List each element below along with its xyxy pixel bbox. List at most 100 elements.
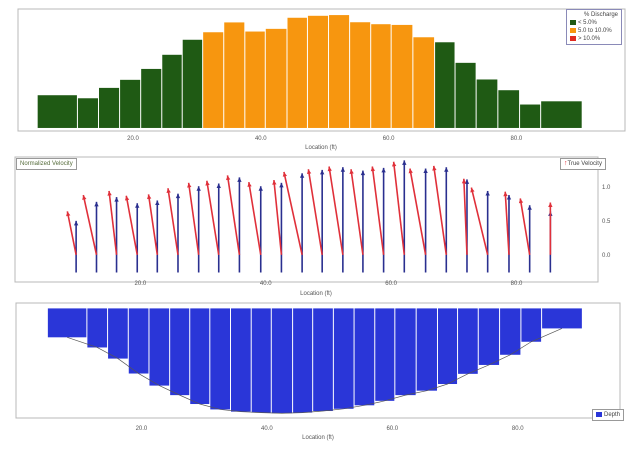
normalized-velocity-arrow	[155, 200, 160, 273]
discharge-bar	[37, 95, 77, 128]
depth-bar	[437, 308, 458, 385]
y-tick-label: 1.0	[602, 185, 611, 191]
true-velocity-arrow-head	[282, 171, 288, 177]
normalized-velocity-arrow	[506, 195, 512, 273]
true-velocity-arrow-shaft	[125, 195, 139, 255]
true-velocity-arrow-shaft	[307, 169, 323, 255]
x-tick-label: 60.0	[383, 136, 395, 142]
discharge-bar	[371, 24, 391, 128]
depth-bar	[210, 308, 231, 410]
discharge-bar	[476, 79, 498, 128]
normalized-velocity-arrow	[279, 182, 284, 273]
velocity-arrows	[66, 160, 553, 273]
depth-bar	[521, 308, 542, 342]
legend-swatch-green	[570, 19, 576, 25]
x-tick-label: 80.0	[511, 136, 523, 142]
normalized-velocity-arrow	[340, 167, 346, 273]
true-velocity-arrow-head	[518, 198, 524, 204]
normalized-velocity-arrow	[216, 183, 221, 273]
discharge-bar	[203, 32, 224, 128]
discharge-bar	[307, 15, 329, 128]
depth-bars	[47, 308, 582, 414]
legend-label: > 10.0%	[578, 36, 601, 42]
y-tick-label: 0.0	[602, 253, 611, 259]
depth-bar	[251, 308, 271, 413]
true-velocity-arrow-shaft	[82, 194, 98, 255]
normalized-velocity-arrow-head	[155, 200, 160, 205]
true-velocity-arrow-head	[205, 180, 210, 186]
depth-bar	[128, 308, 149, 374]
x-tick-label: 40.0	[261, 426, 273, 432]
true-velocity-arrow-head	[408, 168, 413, 174]
depth-legend: Depth	[592, 409, 625, 421]
normalized-velocity-arrow	[94, 201, 99, 273]
true-velocity-arrow-head	[272, 180, 277, 185]
true-velocity-arrow	[107, 190, 118, 255]
x-tick-label: 60.0	[385, 281, 397, 287]
velocity-x-label: Location (ft)	[300, 291, 332, 297]
normalized-velocity-arrow-head	[319, 169, 325, 175]
normalized-velocity-arrow-head	[73, 220, 79, 226]
true-velocity-arrow-shaft	[66, 211, 77, 255]
depth-x-label: Location (ft)	[302, 435, 334, 441]
true-velocity-arrow-shaft	[432, 165, 448, 255]
discharge-bar	[265, 28, 287, 128]
normalized-velocity-arrow	[196, 186, 201, 273]
normalized-velocity-arrow	[485, 190, 490, 273]
true-velocity-arrow-shaft	[519, 198, 531, 255]
normalized-velocity-arrow	[175, 193, 181, 273]
legend-swatch-blue	[596, 411, 602, 417]
true-velocity-arrow-head	[548, 202, 553, 208]
true-velocity-arrow-shaft	[470, 187, 489, 256]
depth-bar	[395, 308, 416, 396]
true-velocity-arrow	[370, 166, 385, 255]
true-velocity-arrow-head	[391, 161, 397, 167]
true-velocity-arrow-shaft	[350, 169, 364, 255]
depth-bar	[271, 308, 293, 414]
true-velocity-arrow	[66, 211, 77, 255]
discharge-bar	[435, 42, 455, 128]
true-velocity-arrow-head	[187, 182, 192, 188]
true-velocity-arrow	[166, 188, 179, 255]
true-velocity-arrow	[408, 168, 427, 255]
depth-bar	[108, 308, 128, 359]
true-velocity-arrow-shaft	[283, 171, 303, 255]
discharge-bar	[224, 22, 245, 128]
depth-bar	[333, 308, 354, 409]
depth-bar	[47, 308, 87, 338]
normalized-velocity-arrow	[237, 177, 242, 273]
discharge-bar	[520, 104, 541, 128]
discharge-bar	[77, 98, 99, 128]
legend-label: 5.0 to 10.0%	[578, 28, 612, 34]
discharge-bar	[141, 68, 162, 128]
discharge-bar	[329, 15, 350, 128]
true-velocity-arrow	[503, 191, 510, 255]
normalized-velocity-arrow-head	[423, 168, 428, 174]
true-velocity-arrow-shaft	[409, 168, 427, 255]
normalized-velocity-arrow-head	[237, 177, 242, 182]
true-velocity-arrow-shaft	[371, 166, 385, 255]
true-velocity-arrow-head	[66, 211, 71, 217]
normalized-velocity-arrow	[135, 203, 140, 273]
discharge-bar	[182, 39, 203, 128]
normalized-velocity-arrow-head	[94, 201, 99, 207]
true-velocity-arrow	[282, 171, 303, 255]
true-velocity-arrow-shaft	[248, 182, 262, 255]
depth-bar	[375, 308, 395, 401]
true-velocity-arrow-head	[327, 166, 332, 172]
true-velocity-arrow-head	[124, 195, 130, 201]
normalized-velocity-arrow-head	[527, 205, 532, 210]
velocity-plot-frame	[14, 156, 599, 283]
true-velocity-arrow	[461, 178, 468, 255]
true-velocity-arrow	[391, 161, 406, 255]
normalized-velocity-arrow	[444, 167, 449, 273]
true-velocity-arrow-shaft	[504, 191, 510, 255]
legend-item-low: < 5.0%	[570, 19, 618, 27]
legend-swatch-red	[570, 35, 576, 41]
discharge-legend: % Discharge < 5.0% 5.0 to 10.0% > 10.0%	[566, 9, 622, 45]
legend-item-high: > 10.0%	[570, 35, 618, 43]
discharge-bar	[413, 37, 435, 128]
true-velocity-arrow-shaft	[147, 194, 159, 255]
true-velocity-arrow	[226, 175, 241, 255]
